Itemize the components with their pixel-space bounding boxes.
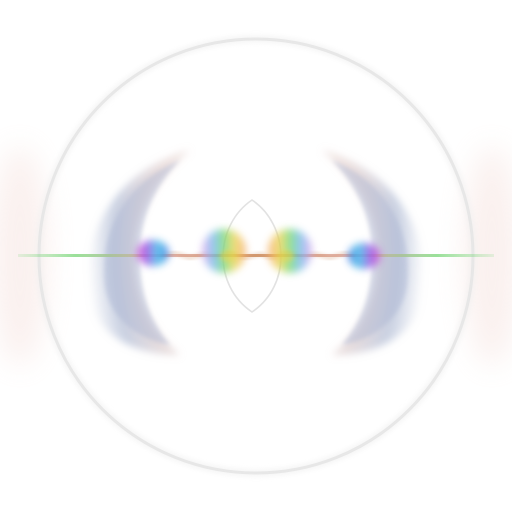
- left-outer-blob: [137, 240, 169, 266]
- left-inner-glint: [220, 250, 236, 262]
- right-outer-blob: [348, 243, 380, 269]
- right-inner-glint: [278, 250, 294, 262]
